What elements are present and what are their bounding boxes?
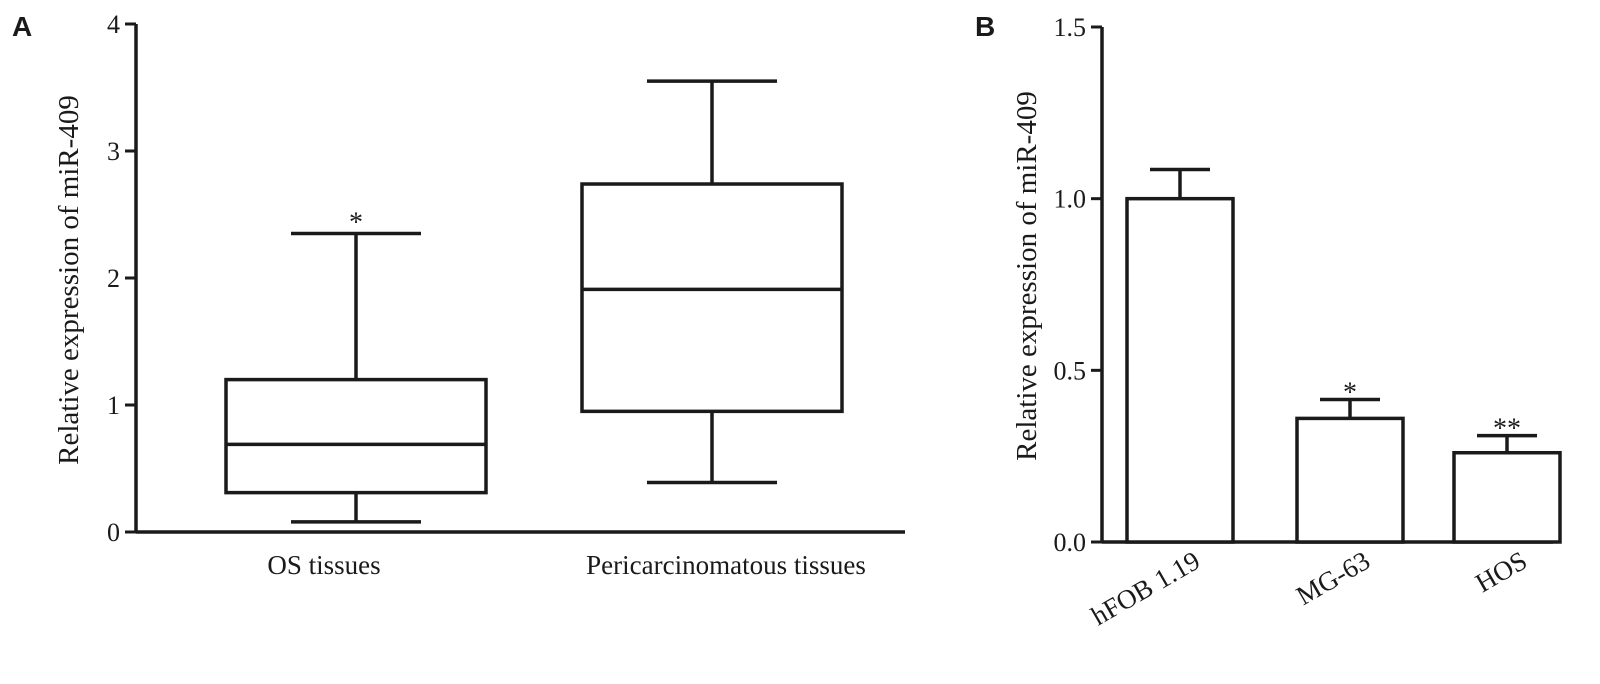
panel-b-barchart: B Relative expression of miR-409 0.0 0.5 1… (975, 11, 1562, 631)
bar (1125, 196, 1235, 544)
panel-b-bars: hFOB 1.19 * MG-63 ** HOS (1086, 167, 1562, 631)
interquartile-box (224, 377, 488, 495)
panel-b-letter: B (975, 11, 995, 42)
box-group: Pericarcinomatous tissues (580, 79, 866, 580)
y-tick-label: 2 (107, 264, 120, 293)
y-tick-label: 0.0 (1054, 528, 1087, 557)
y-tick-label: 3 (107, 137, 120, 166)
panel-b-y-axis-label: Relative expression of miR-409 (1011, 91, 1043, 461)
bar (1295, 416, 1405, 544)
panel-a-boxes: * OS tissues Pericarcinomatous tissues (224, 79, 866, 580)
y-tick-label: 1.0 (1054, 185, 1087, 214)
panel-a-boxplot: A Relative expression of miR-409 0 1 2 3 4 *… (12, 10, 905, 580)
significance-marker: * (349, 208, 363, 239)
x-category-label: HOS (1470, 545, 1532, 598)
x-category-label: OS tissues (267, 550, 380, 580)
panel-a-axes: 0 1 2 3 4 (107, 10, 905, 547)
interquartile-box (580, 182, 844, 414)
y-tick-label: 1 (107, 391, 120, 420)
panel-a-letter: A (12, 11, 32, 42)
significance-marker: ** (1493, 414, 1521, 445)
y-tick-label: 4 (107, 10, 120, 39)
x-category-label: MG-63 (1291, 545, 1375, 611)
x-category-label: hFOB 1.19 (1086, 545, 1205, 631)
y-tick-label: 0.5 (1054, 356, 1087, 385)
box-group: * OS tissues (224, 208, 488, 580)
significance-marker: * (1343, 378, 1357, 409)
panel-a-y-axis-label: Relative expression of miR-409 (53, 95, 85, 465)
bar-group: ** HOS (1452, 414, 1562, 598)
bar (1452, 450, 1562, 544)
x-category-label: Pericarcinomatous tissues (586, 550, 866, 580)
bar-group: * MG-63 (1291, 378, 1405, 611)
y-tick-label: 0 (107, 518, 120, 547)
bar-group: hFOB 1.19 (1086, 167, 1235, 631)
y-tick-label: 1.5 (1054, 13, 1087, 42)
